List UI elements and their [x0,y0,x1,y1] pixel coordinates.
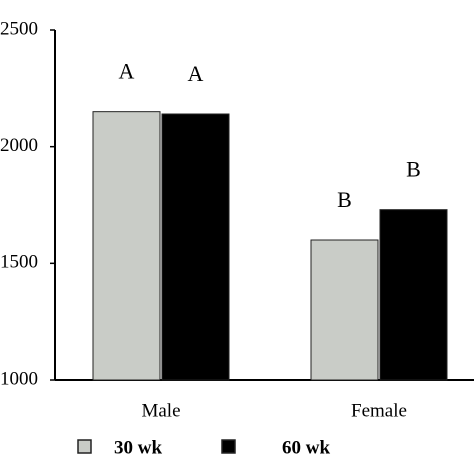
bar [92,111,161,381]
legend-label: 60 wk [282,437,330,458]
legend-label: 30 wk [114,437,162,458]
x-tick-label: Male [141,400,180,421]
bar [161,113,230,381]
bar-annotation: B [337,187,352,212]
legend-swatch [77,439,92,454]
y-tick-label: 2500 [0,18,38,39]
bar [379,209,448,381]
bar-annotation: A [188,61,204,86]
x-tick-label: Female [351,400,407,421]
y-tick-label: 2000 [0,135,38,156]
bar-annotation: B [406,157,421,182]
bar [310,239,379,381]
legend-swatch [221,439,236,454]
y-tick-label: 1000 [0,368,38,389]
y-tick-label: 1500 [0,252,38,273]
bar-annotation: A [119,59,135,84]
